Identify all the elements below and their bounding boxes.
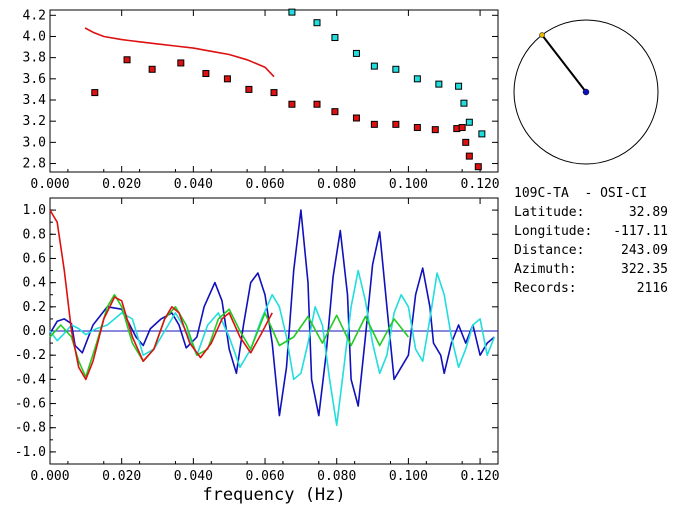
records-row: Records: 2116	[514, 279, 682, 298]
dispersion-red-point	[392, 120, 400, 128]
station-name: 109C-TA - OSI-CI	[514, 186, 648, 201]
dispersion-red-point	[462, 138, 470, 146]
dispersion-cyan-point	[313, 19, 321, 27]
dispersion-cyan-point	[460, 99, 468, 107]
dispersion-red-point	[465, 152, 473, 160]
records-label: Records:	[514, 281, 577, 296]
azimuth-dial	[513, 19, 659, 165]
dispersion-y-tick-label: 3.2	[23, 114, 46, 129]
station-info-panel: 109C-TA - OSI-CI Latitude: 32.89 Longitu…	[514, 184, 682, 298]
azimuth-row: Azimuth: 322.35	[514, 260, 682, 279]
dispersion-y-tick-label: 4.0	[23, 29, 46, 44]
dispersion-y-tick-label: 3.4	[23, 93, 47, 108]
waveform-y-tick-label: 0.0	[23, 324, 46, 339]
dial-needle	[541, 34, 587, 93]
dispersion-red-point	[91, 89, 99, 97]
dispersion-red-point	[313, 100, 321, 108]
dial-circle	[513, 19, 659, 165]
dispersion-red-point	[202, 70, 210, 78]
longitude-value: -117.11	[613, 224, 668, 239]
dispersion-x-tick-label: 0.040	[174, 177, 213, 192]
waveform-x-tick-label: 0.100	[389, 469, 428, 484]
waveform-y-tick-label: -1.0	[15, 445, 46, 460]
dispersion-x-tick-label: 0.000	[30, 177, 69, 192]
distance-value: 243.09	[621, 243, 668, 258]
dispersion-x-tick-label: 0.120	[461, 177, 500, 192]
dispersion-red-point	[148, 65, 156, 73]
dial-hub	[582, 88, 590, 96]
longitude-label: Longitude:	[514, 224, 593, 239]
dial-tip	[539, 32, 545, 38]
waveform-y-tick-label: -0.4	[15, 372, 46, 387]
x-axis-label: frequency (Hz)	[202, 485, 345, 505]
dispersion-red-curve	[84, 27, 275, 78]
dispersion-red-point	[123, 56, 131, 64]
dispersion-red-point	[458, 124, 466, 132]
dispersion-x-tick-label: 0.020	[102, 177, 141, 192]
dispersion-panel: 0.000 0.020 0.040 0.060 0.080 0.100 0.120 2.8 3.…	[23, 8, 500, 192]
dispersion-y-tick-label: 3.6	[23, 72, 46, 87]
dispersion-x-tick-label: 0.060	[245, 177, 284, 192]
waveform-blue-trace	[49, 209, 495, 417]
dispersion-x-tick-label: 0.100	[389, 177, 428, 192]
dispersion-red-point	[431, 126, 439, 134]
dispersion-cyan-point	[465, 118, 473, 126]
dispersion-red-point	[370, 120, 378, 128]
dispersion-cyan-point	[413, 75, 421, 83]
dispersion-y-tick-label: 4.2	[23, 8, 46, 23]
records-value: 2116	[636, 281, 668, 296]
latitude-value: 32.89	[628, 205, 668, 220]
longitude-row: Longitude: -117.11	[514, 222, 682, 241]
dispersion-red-point	[245, 85, 253, 93]
waveform-x-tick-label: 0.000	[30, 469, 69, 484]
dispersion-cyan-point	[435, 80, 443, 88]
waveform-panel: 0.000 0.020 0.040 0.060 0.080 0.100 0.120 1.0 0.…	[15, 197, 500, 505]
latitude-row: Latitude: 32.89	[514, 203, 682, 222]
dispersion-cyan-point	[478, 130, 486, 138]
dispersion-cyan-point	[370, 62, 378, 70]
latitude-label: Latitude:	[514, 205, 585, 220]
dispersion-red-point	[413, 124, 421, 132]
dispersion-red-point	[352, 114, 360, 122]
dispersion-cyan-point	[352, 49, 360, 57]
waveform-y-tick-label: 1.0	[23, 203, 46, 218]
dispersion-red-point	[270, 89, 278, 97]
dispersion-red-point	[331, 108, 339, 116]
distance-label: Distance:	[514, 243, 585, 258]
waveform-cyan-trace	[49, 269, 496, 427]
dispersion-cyan-point	[392, 65, 400, 73]
waveform-y-tick-label: 0.8	[23, 227, 46, 242]
waveform-x-tick-label: 0.060	[245, 469, 284, 484]
waveform-x-tick-label: 0.040	[174, 469, 213, 484]
dispersion-red-point	[474, 163, 482, 171]
dispersion-y-tick-label: 3.8	[23, 51, 46, 66]
dispersion-cyan-point	[288, 8, 296, 16]
waveform-y-tick-label: 0.2	[23, 300, 46, 315]
dispersion-red-point	[223, 75, 231, 83]
dispersion-red-point	[288, 100, 296, 108]
waveform-x-tick-label: 0.020	[102, 469, 141, 484]
waveform-y-tick-label: -0.8	[15, 421, 46, 436]
dispersion-y-tick-label: 3.0	[23, 135, 46, 150]
dispersion-x-tick-label: 0.080	[317, 177, 356, 192]
waveform-x-tick-label: 0.120	[461, 469, 500, 484]
dispersion-cyan-point	[331, 34, 339, 42]
waveform-y-tick-label: 0.6	[23, 251, 46, 266]
azimuth-value: 322.35	[621, 262, 668, 277]
distance-row: Distance: 243.09	[514, 241, 682, 260]
waveform-red-trace	[49, 209, 273, 381]
dispersion-y-tick-label: 2.8	[23, 157, 46, 172]
waveform-y-tick-label: 0.4	[23, 276, 47, 291]
azimuth-label: Azimuth:	[514, 262, 577, 277]
waveform-y-tick-label: -0.2	[15, 348, 46, 363]
dispersion-plot-frame	[49, 9, 499, 173]
dispersion-red-point	[177, 59, 185, 67]
dispersion-cyan-point	[455, 82, 463, 90]
waveform-x-tick-label: 0.080	[317, 469, 356, 484]
waveform-y-tick-label: -0.6	[15, 397, 46, 412]
